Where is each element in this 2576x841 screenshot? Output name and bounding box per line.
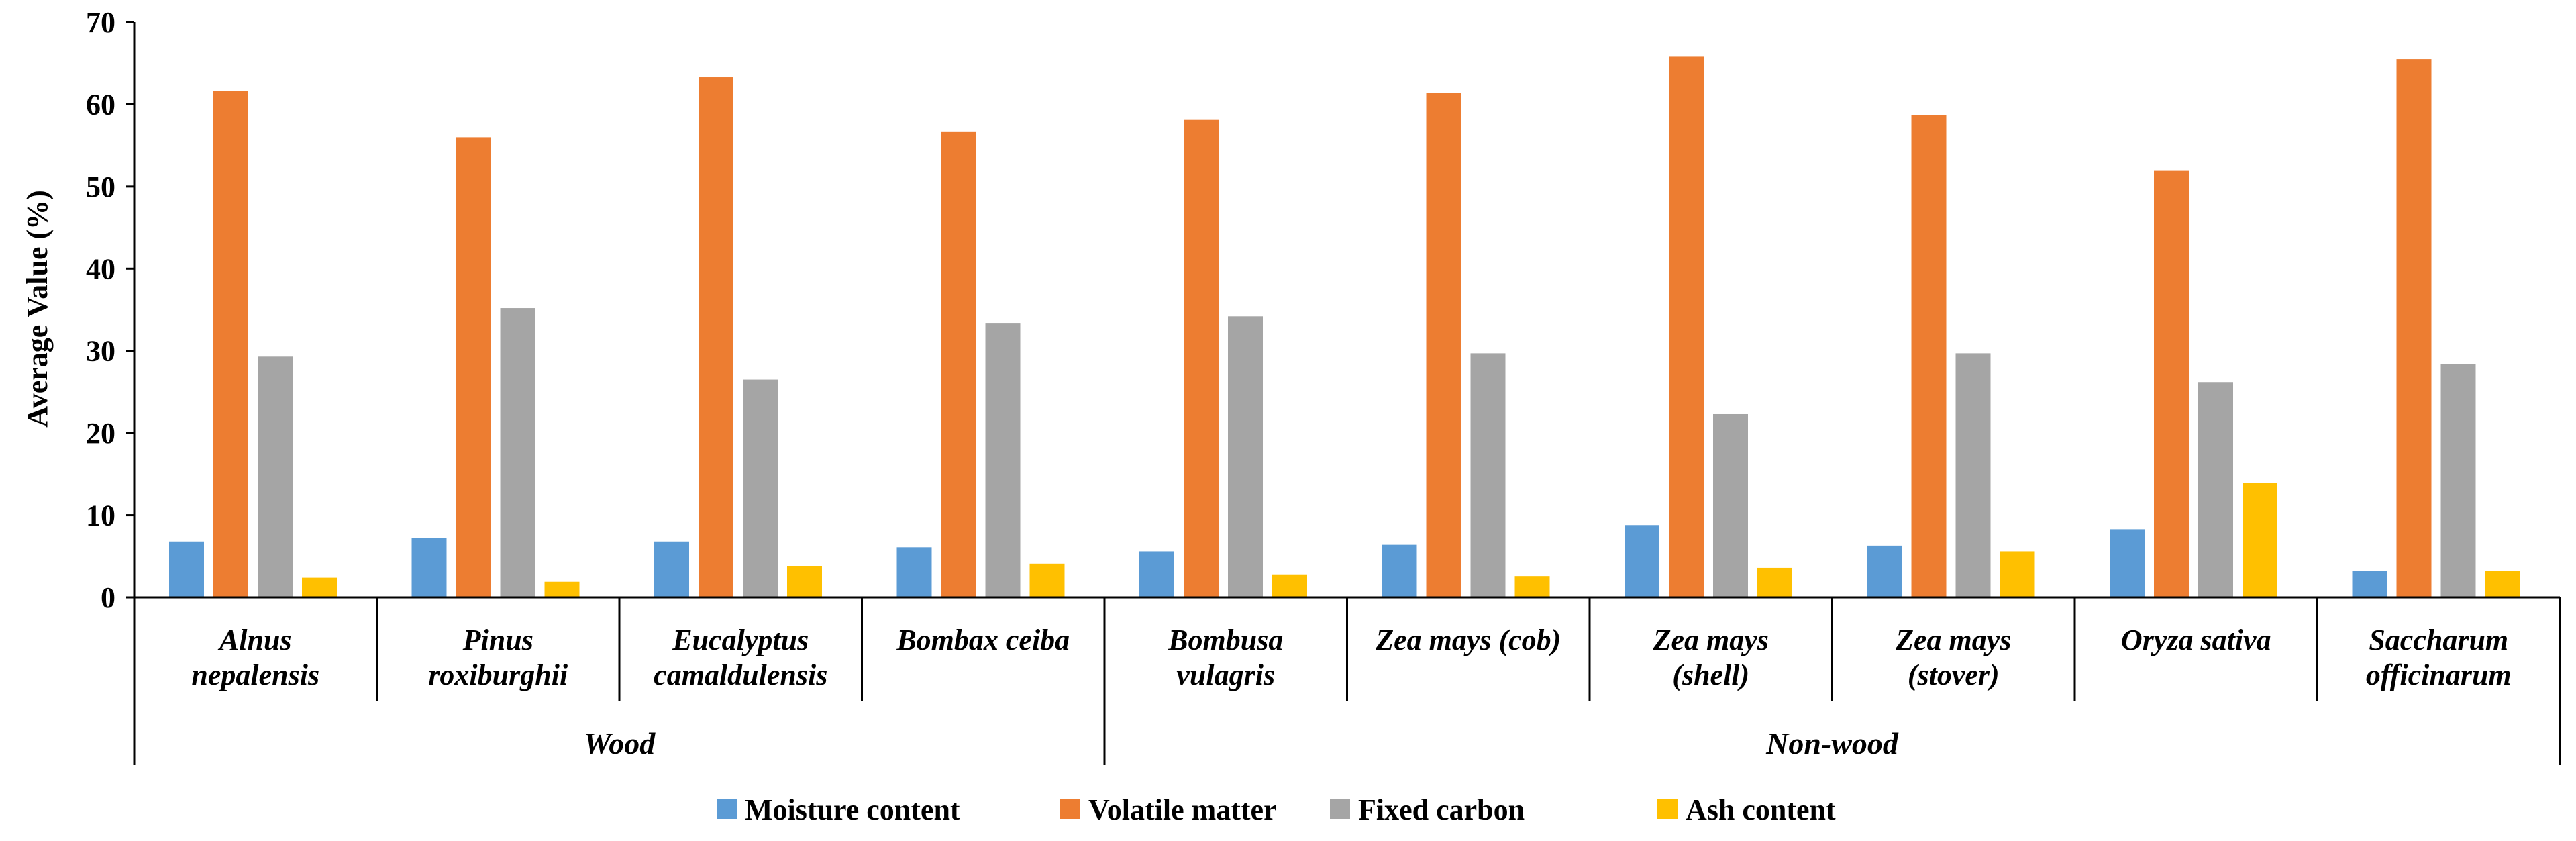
bar-ash-content [2243,483,2277,597]
category-label: Alnus [217,624,292,656]
y-tick-label: 0 [101,581,115,614]
category-label: Bombax ceiba [896,624,1070,656]
y-tick-label: 60 [86,88,115,121]
bar-volatile-matter [456,137,491,597]
y-tick-label: 20 [86,417,115,450]
category-label: Eucalyptus [672,624,809,656]
bar-fixed-carbon [258,356,293,597]
bar-moisture-content [654,541,689,597]
bar-volatile-matter [941,131,976,597]
category-label: officinarum [2366,658,2512,691]
bar-moisture-content [896,547,932,597]
category-label: vulagris [1176,658,1275,691]
bar-ash-content [544,581,580,597]
bar-volatile-matter [1184,119,1219,597]
legend-swatch [717,799,737,819]
category-label: (stover) [1908,658,2000,691]
y-axis-label: Average Value (%) [21,190,54,428]
category-label: Zea mays [1895,624,2011,656]
category-label: Zea mays [1653,624,1769,656]
bar-fixed-carbon [1713,413,1748,597]
y-tick-label: 40 [86,252,115,285]
bar-moisture-content [2110,529,2145,597]
bar-fixed-carbon [1228,316,1263,597]
category-label: camaldulensis [654,658,827,691]
bar-fixed-carbon [2198,382,2233,597]
bar-ash-content [302,577,337,597]
bar-moisture-content [2352,571,2387,597]
bar-volatile-matter [2396,59,2432,598]
bar-ash-content [787,566,822,597]
legend-swatch [1060,799,1080,819]
bar-ash-content [1029,563,1065,597]
bar-volatile-matter [213,91,248,598]
category-label: Bombusa [1168,624,1283,656]
category-label: Pinus [462,624,533,656]
bar-fixed-carbon [1955,353,1991,597]
y-tick-label: 30 [86,335,115,368]
bar-ash-content [2000,551,2035,597]
legend-label: Fixed carbon [1358,793,1525,826]
bar-moisture-content [1867,545,1902,597]
bar-moisture-content [1625,525,1659,597]
bar-moisture-content [411,538,447,597]
category-label: Zea mays (cob) [1375,624,1561,656]
category-label: Oryza sativa [2121,624,2271,656]
bar-fixed-carbon [743,379,778,597]
group-label: Wood [584,726,656,760]
legend-swatch [1330,799,1350,819]
bar-volatile-matter [2154,170,2189,598]
bar-volatile-matter [1911,115,1947,597]
bar-fixed-carbon [2440,364,2476,597]
legend-label: Moisture content [745,793,960,826]
y-tick-label: 50 [86,170,115,203]
bar-volatile-matter [1426,93,1461,597]
y-tick-label: 10 [86,499,115,532]
legend-label: Volatile matter [1088,793,1277,826]
bar-moisture-content [169,541,204,597]
category-label: Saccharum [2369,624,2508,656]
bar-ash-content [2485,571,2520,597]
bar-ash-content [1272,574,1307,597]
bar-volatile-matter [699,77,733,597]
bar-moisture-content [1382,544,1417,597]
bar-volatile-matter [1669,56,1704,598]
category-label: (shell) [1672,658,1749,691]
legend-swatch [1657,799,1678,819]
bar-fixed-carbon [1470,353,1506,597]
y-tick-label: 70 [86,6,115,39]
legend-label: Ash content [1686,793,1836,826]
bar-ash-content [1514,576,1550,597]
group-label: Non-wood [1765,726,1899,760]
bar-moisture-content [1139,551,1174,597]
category-label: nepalensis [191,658,319,691]
bar-ash-content [1757,567,1792,597]
bar-fixed-carbon [500,308,535,597]
category-label: roxiburghii [428,658,568,691]
bar-fixed-carbon [985,323,1021,597]
